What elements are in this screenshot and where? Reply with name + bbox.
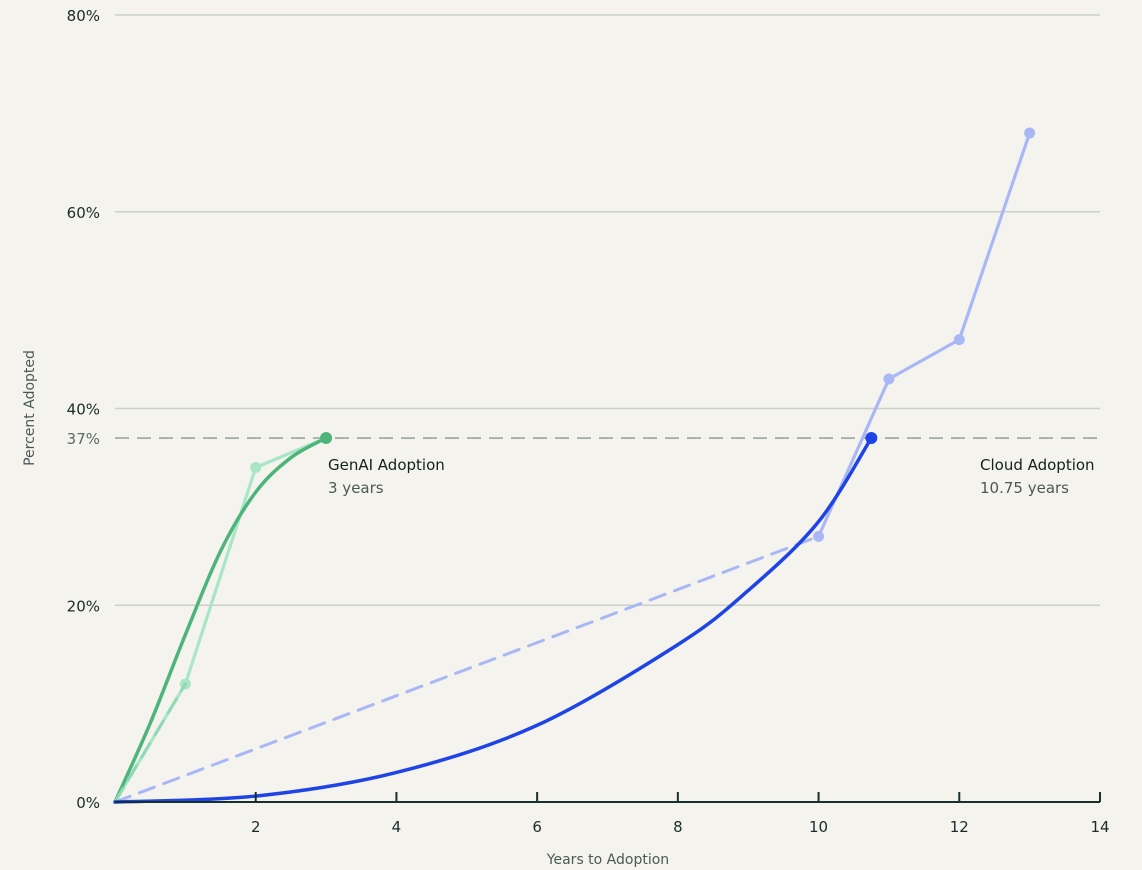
x-tick-label: 14 [1090,818,1109,836]
genai-endpoint [320,432,333,445]
y-tick-label: 40% [67,401,100,419]
cloud_observed-line [816,131,1032,538]
genai-annotation-title: GenAI Adoption [328,456,445,474]
x-axis-label: Years to Adoption [546,852,669,868]
x-axis [115,792,1101,803]
gridlines [115,14,1100,606]
cloud_observed-point [883,373,895,385]
series-group [113,127,1036,804]
labels-group: 0% 20% 40% 60% 80% 37% 2 4 6 8 10 12 14 GenAI Adoptio… [67,7,1110,836]
y-tick-label: 60% [67,204,100,222]
x-tick-label: 2 [251,818,261,836]
genai_fitted-line [113,436,328,804]
cloud_observed-point [953,334,965,346]
y-tick-label: 0% [76,794,100,812]
x-tick-label: 4 [392,818,402,836]
cloud_observed-point [1024,127,1036,139]
genai_observed-point [250,462,262,474]
y-tick-label: 20% [67,597,100,615]
cloud_trend-line [113,534,821,804]
reference-line-label: 37% [67,430,100,448]
y-axis-label: Percent Adopted [22,350,38,466]
x-tick-label: 6 [532,818,542,836]
genai-annotation-subtitle: 3 years [328,479,384,497]
x-tick-label: 10 [809,818,828,836]
cloud_observed-point [813,530,825,542]
x-tick-label: 8 [673,818,683,836]
cloud-annotation-subtitle: 10.75 years [980,479,1069,497]
cloud-annotation-title: Cloud Adoption [980,456,1095,474]
cloud-endpoint [865,432,878,445]
y-tick-label: 80% [67,7,100,25]
genai_trend-line [113,682,187,804]
x-tick-label: 12 [950,818,969,836]
cloud_fitted-line [113,436,874,804]
